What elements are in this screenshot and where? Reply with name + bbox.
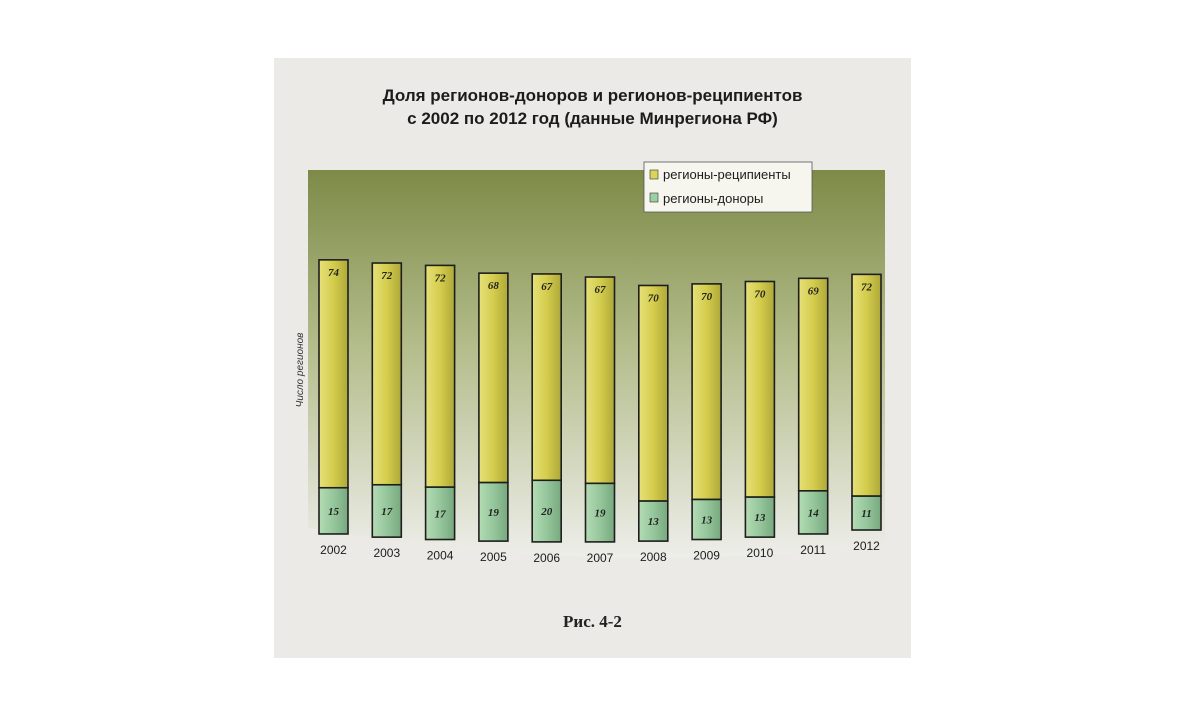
data-label-donors-2009: 13: [701, 515, 713, 527]
data-label-donors-2012: 11: [861, 508, 871, 520]
bar-recipients-2006: [531, 273, 563, 482]
legend-label-donors: регионы-доноры: [663, 191, 763, 206]
bar-donors-2007: [584, 482, 616, 543]
data-label-donors-2006: 20: [540, 506, 553, 518]
data-label-donors-2010: 13: [754, 512, 766, 524]
x-tick-label-2003: 2003: [373, 546, 400, 560]
data-label-recipients-2007: 67: [595, 284, 607, 296]
chart-title-line-2: с 2002 по 2012 год (данные Минрегиона РФ…: [407, 109, 778, 128]
bar-donors-2005: [478, 481, 509, 542]
bar-donors-2004: [424, 486, 456, 541]
x-tick-label-2008: 2008: [640, 550, 667, 564]
x-tick-label-2007: 2007: [587, 551, 614, 565]
bars-group: 74 15 72 17 72 17 68 19 67 20 67 19 70 13 70 13 70 13 69 14…: [318, 259, 882, 543]
data-label-recipients-2011: 69: [808, 285, 820, 297]
x-tick-label-2009: 2009: [693, 549, 720, 563]
data-label-recipients-2003: 72: [381, 270, 393, 282]
bar-donors-2002: [318, 486, 349, 535]
legend-label-recipients: регионы-реципиенты: [663, 167, 791, 182]
y-axis-label: Число регионов: [295, 333, 306, 408]
x-tick-labels: 2002 2003 2004 2005 2006 2007 2008 2009 2010 2011…: [320, 539, 880, 565]
chart-title-line-1: Доля регионов-доноров и регионов-реципие…: [382, 86, 803, 105]
bar-recipients-2012: [851, 273, 882, 497]
bar-donors-2003: [371, 483, 403, 538]
bar-recipients-2005: [478, 272, 509, 484]
figure-caption: Рис. 4-2: [563, 612, 622, 631]
bar-recipients-2011: [797, 277, 829, 492]
x-tick-label-2004: 2004: [427, 549, 454, 563]
data-label-donors-2005: 19: [488, 507, 500, 519]
legend: регионы-реципиенты регионы-доноры: [643, 161, 813, 213]
bar-donors-2009: [691, 498, 722, 541]
chart-title: Доля регионов-доноров и регионов-реципие…: [274, 84, 911, 130]
data-label-recipients-2006: 67: [541, 281, 553, 293]
x-tick-label-2011: 2011: [800, 543, 826, 557]
x-tick-label-2002: 2002: [320, 543, 347, 557]
data-label-recipients-2010: 70: [754, 289, 766, 301]
x-tick-label-2006: 2006: [533, 551, 560, 565]
data-label-recipients-2009: 70: [701, 291, 713, 303]
data-label-recipients-2004: 72: [435, 272, 447, 284]
legend-swatch-donors: [649, 192, 659, 203]
data-label-donors-2011: 14: [808, 507, 820, 519]
data-label-recipients-2002: 74: [328, 267, 340, 279]
book-page: Доля регионов-доноров и регионов-реципие…: [274, 58, 911, 658]
bar-recipients-2003: [371, 262, 403, 486]
data-label-donors-2003: 17: [381, 506, 393, 518]
data-label-donors-2002: 15: [328, 506, 340, 518]
x-tick-label-2010: 2010: [747, 546, 774, 560]
data-label-donors-2007: 19: [595, 508, 607, 520]
bar-recipients-2002: [318, 259, 349, 489]
bar-recipients-2004: [424, 264, 456, 488]
bar-donors-2006: [531, 479, 563, 543]
bar-recipients-2010: [744, 280, 776, 498]
x-tick-label-2005: 2005: [480, 550, 507, 564]
bar-donors-2008: [637, 500, 669, 542]
bar-recipients-2007: [584, 276, 616, 485]
data-label-recipients-2005: 68: [488, 280, 500, 292]
data-label-donors-2004: 17: [435, 508, 447, 520]
data-label-recipients-2008: 70: [648, 292, 660, 304]
bar-recipients-2008: [637, 284, 669, 502]
data-label-recipients-2012: 72: [861, 281, 873, 293]
bar-donors-2011: [797, 490, 829, 535]
data-label-donors-2008: 13: [648, 516, 660, 528]
stacked-bar-chart: Число регионов 7415721772176819672067197…: [295, 161, 885, 565]
bar-donors-2012: [851, 495, 882, 531]
legend-swatch-recipients: [649, 169, 659, 180]
bar-recipients-2009: [691, 283, 722, 501]
bar-donors-2010: [744, 496, 776, 538]
legend-box: [643, 161, 813, 213]
x-tick-label-2012: 2012: [853, 539, 880, 553]
